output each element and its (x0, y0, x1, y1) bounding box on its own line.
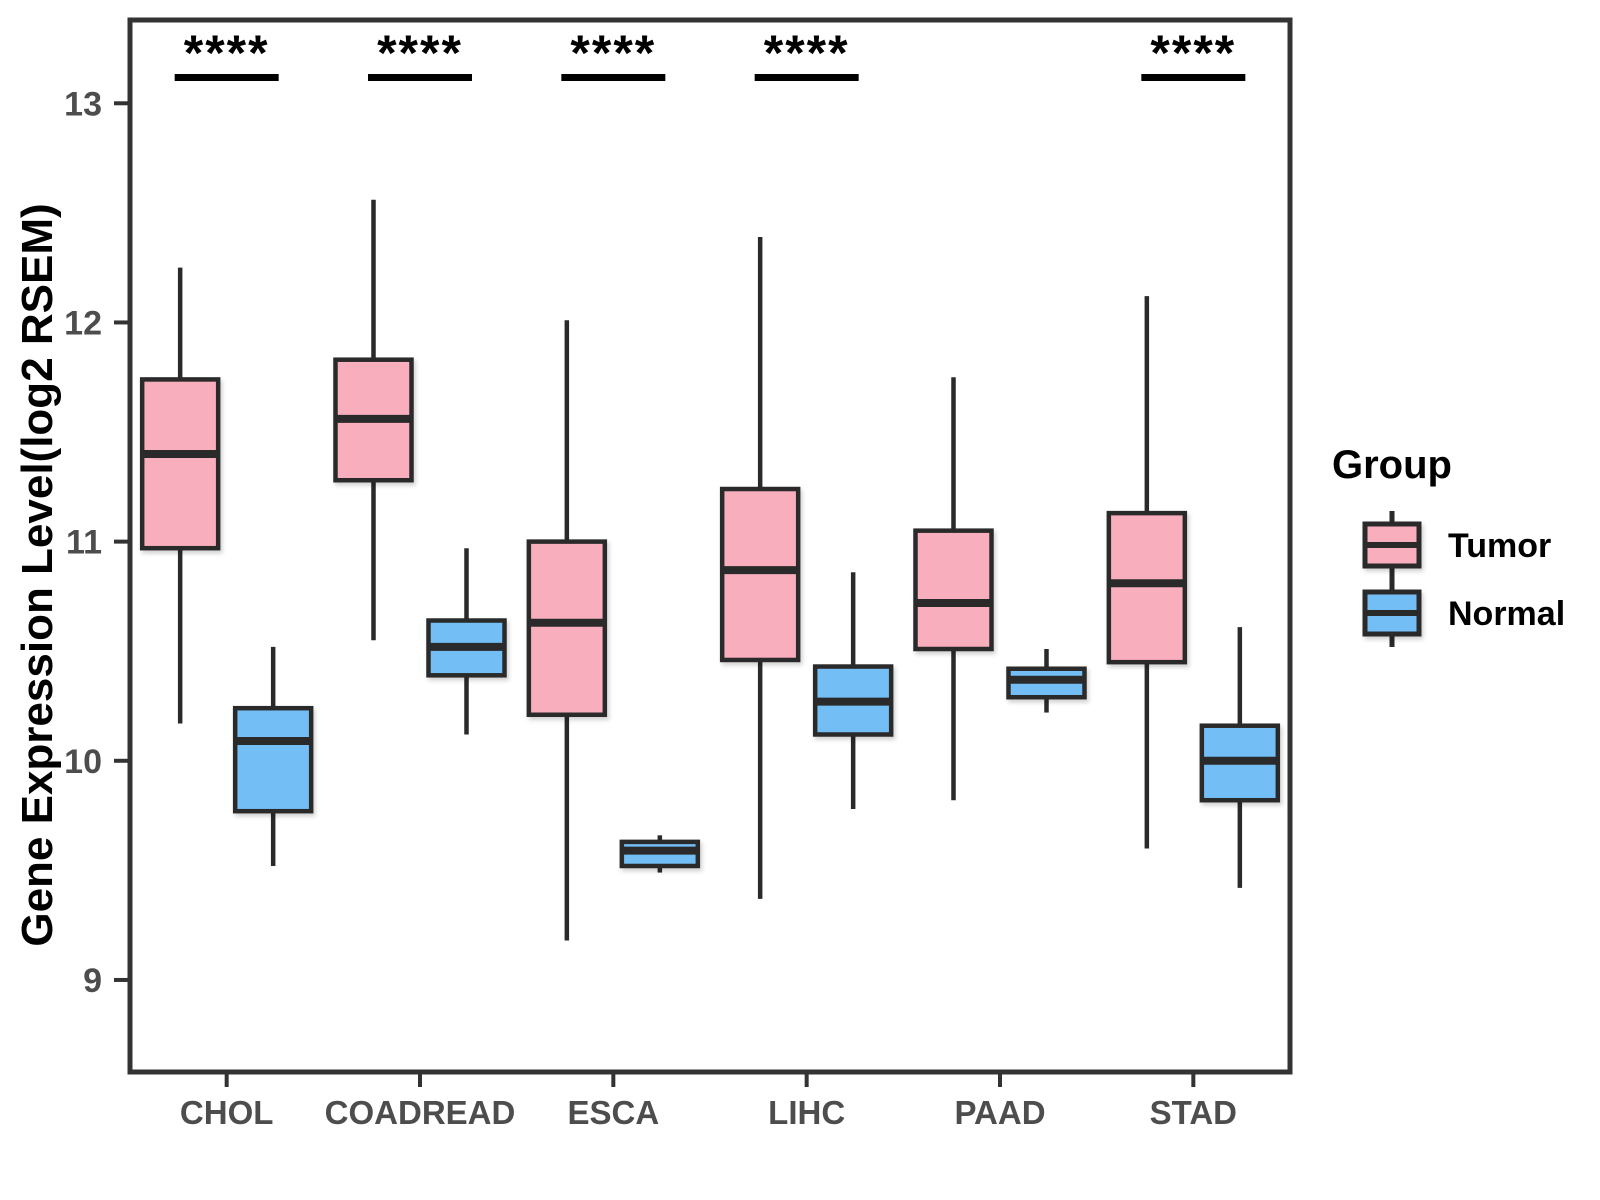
y-tick-label-11: 11 (66, 524, 102, 562)
box-Tumor-ESCA (526, 539, 608, 718)
sig-bar-STAD (1141, 74, 1246, 81)
box-Tumor-STAD (1106, 510, 1188, 665)
box-Tumor-CHOL (139, 377, 221, 551)
panel-border (127, 17, 1293, 1075)
legend-title: Group (1332, 443, 1452, 487)
sig-stars-LIHC: **** (764, 25, 850, 81)
x-tick-label-ESCA: ESCA (567, 1094, 659, 1131)
y-tick-label-9: 9 (83, 962, 102, 1000)
box-Normal-CHOL (232, 705, 314, 814)
legend-label-Tumor: Tumor (1448, 527, 1551, 565)
x-tick-label-PAAD: PAAD (954, 1094, 1045, 1131)
box-Tumor-LIHC (719, 486, 801, 663)
sig-bar-ESCA (561, 74, 666, 81)
sig-bar-LIHC (754, 74, 859, 81)
sig-stars-COADREAD: **** (377, 25, 463, 81)
box-Tumor-PAAD (913, 528, 994, 652)
y-tick-label-10: 10 (64, 743, 102, 781)
y-axis-title: Gene Expression Level(log2 RSEM) (13, 203, 62, 946)
sig-bar-COADREAD (368, 74, 472, 81)
sig-bar-CHOL (174, 74, 279, 81)
sig-stars-ESCA: **** (570, 25, 656, 81)
x-tick-label-STAD: STAD (1150, 1094, 1237, 1131)
legend-label-Normal: Normal (1448, 595, 1565, 633)
y-tick-label-12: 12 (64, 304, 102, 342)
sig-stars-CHOL: **** (184, 25, 270, 81)
y-tick-label-13: 13 (64, 85, 102, 123)
sig-stars-STAD: **** (1150, 25, 1236, 81)
x-tick-label-CHOL: CHOL (180, 1094, 274, 1131)
x-tick-label-LIHC: LIHC (768, 1094, 845, 1131)
x-tick-label-COADREAD: COADREAD (325, 1094, 516, 1131)
